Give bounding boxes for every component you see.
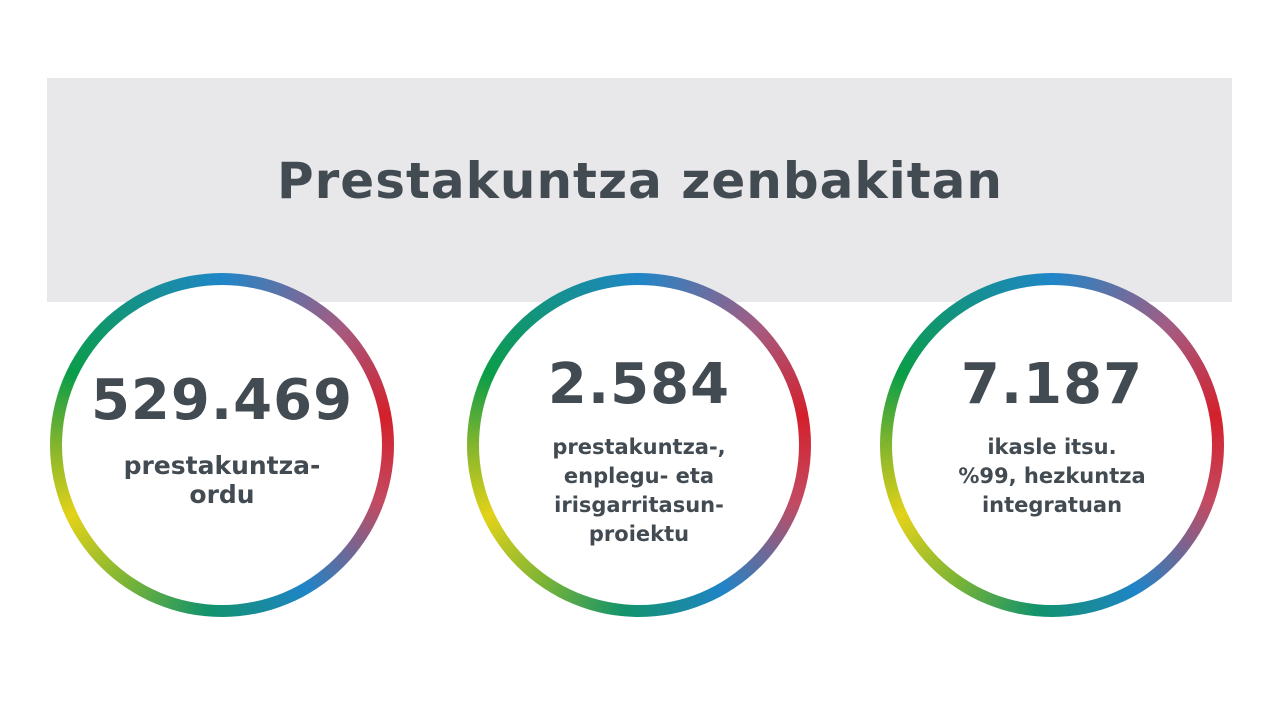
stat-circle-students: 7.187 ikasle itsu. %99, hezkuntza integr… [880, 273, 1224, 617]
ring-inner [892, 285, 1212, 605]
stat-label: prestakuntza- ordu [124, 451, 321, 509]
stat-label-line: prestakuntza-, [552, 435, 726, 459]
stat-value: 529.469 [90, 368, 354, 433]
stat-label-line: irisgarritasun- [554, 493, 724, 517]
stat-label-line: enplegu- eta [563, 464, 715, 488]
stat-value: 2.584 [547, 352, 731, 417]
stat-content: 7.187 ikasle itsu. %99, hezkuntza integr… [880, 273, 1224, 617]
stat-label: prestakuntza-, enplegu- eta irisgarritas… [552, 433, 725, 549]
stat-label-line: %99, hezkuntza [958, 464, 1146, 488]
stat-label-line: integratuan [981, 493, 1123, 517]
stat-content: 2.584 prestakuntza-, enplegu- eta irisga… [467, 273, 811, 617]
stat-label-line: prestakuntza- [123, 451, 321, 480]
stat-circle-hours: 529.469 prestakuntza- ordu [50, 273, 394, 617]
stat-circle-projects: 2.584 prestakuntza-, enplegu- eta irisga… [467, 273, 811, 617]
header-banner [47, 78, 1232, 302]
page-title: Prestakuntza zenbakitan [277, 152, 1003, 210]
stat-label-line: ordu [189, 480, 255, 509]
ring-inner [62, 285, 382, 605]
stat-label-line: proiektu [588, 522, 690, 546]
stat-label-line: ikasle itsu. [987, 435, 1117, 459]
stat-content: 529.469 prestakuntza- ordu [50, 273, 394, 617]
ring-inner [479, 285, 799, 605]
stat-label: ikasle itsu. %99, hezkuntza integratuan [958, 433, 1145, 520]
stat-value: 7.187 [960, 352, 1144, 417]
